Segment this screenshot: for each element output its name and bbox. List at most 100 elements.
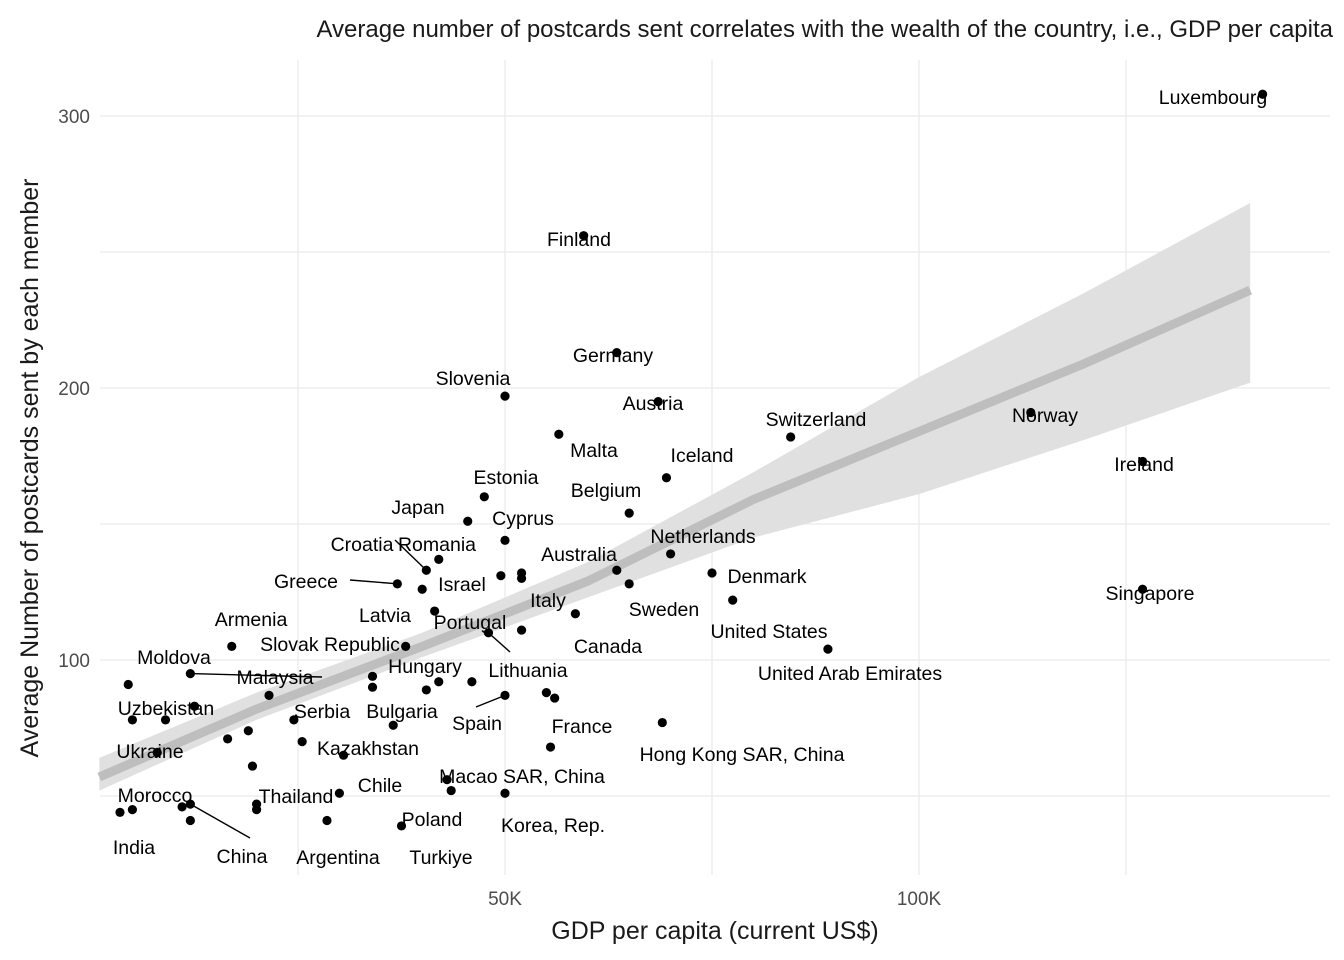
point-label: Canada (574, 636, 642, 658)
leader-line (394, 539, 427, 571)
data-point (127, 715, 137, 725)
point-label: Argentina (296, 847, 380, 869)
point-label: India (113, 837, 155, 859)
data-point (496, 571, 506, 581)
leader-line (190, 803, 251, 839)
y-axis-title: Average Number of postcards sent by each… (16, 179, 44, 758)
data-point (417, 584, 427, 594)
point-label: Thailand (259, 786, 334, 808)
point-label: Malta (570, 440, 618, 462)
point-label: Croatia (331, 534, 394, 556)
data-point (421, 685, 431, 695)
data-point (189, 701, 200, 711)
data-point (554, 429, 564, 439)
chart-title: Average number of postcards sent correla… (316, 16, 1333, 43)
data-point (707, 568, 717, 578)
point-label: Poland (402, 809, 463, 831)
data-point (247, 761, 258, 771)
point-label: Netherlands (650, 526, 755, 548)
data-point (442, 775, 452, 785)
point-label: Kazakhstan (317, 738, 419, 760)
data-point (516, 625, 527, 635)
point-label: Italy (530, 590, 566, 612)
point-label: Macao SAR, China (439, 766, 605, 788)
data-point (434, 554, 444, 564)
data-point (624, 508, 634, 518)
point-label: United States (710, 621, 827, 643)
data-point (185, 815, 195, 826)
point-label: Finland (547, 229, 611, 251)
point-label: Austria (623, 393, 684, 415)
leader-line (487, 632, 511, 653)
point-label: Armenia (215, 609, 288, 631)
point-label: Greece (274, 571, 338, 593)
point-label: Switzerland (766, 409, 867, 431)
data-point (334, 788, 344, 798)
data-point (541, 688, 552, 698)
data-point (786, 432, 796, 442)
data-points (115, 89, 1268, 831)
data-point (177, 802, 187, 812)
point-label: Korea, Rep. (501, 815, 605, 837)
data-point (1137, 456, 1148, 467)
data-point (467, 677, 477, 687)
point-label: Chile (358, 775, 402, 797)
data-point (388, 720, 398, 730)
data-point (1137, 584, 1148, 594)
point-label: Denmark (727, 566, 806, 588)
y-tick-label: 200 (58, 379, 90, 400)
data-point (666, 549, 676, 559)
point-label: Luxembourg (1159, 87, 1267, 109)
data-point (479, 492, 489, 502)
data-point (550, 693, 560, 703)
data-point (243, 726, 253, 736)
data-point (500, 391, 510, 401)
point-label: France (552, 716, 613, 738)
point-label: Serbia (294, 701, 351, 723)
point-label: China (217, 846, 268, 868)
data-point (434, 677, 444, 687)
leader-line (190, 672, 323, 678)
data-point (185, 669, 195, 679)
data-point (570, 609, 580, 619)
data-point (661, 473, 672, 483)
data-point (338, 750, 349, 760)
point-label: Israel (438, 574, 486, 596)
data-point (396, 821, 407, 831)
data-point (367, 682, 378, 692)
data-point (653, 397, 663, 407)
point-label: Japan (391, 497, 444, 519)
point-label: Ukraine (116, 741, 183, 763)
data-point (612, 565, 622, 575)
point-label: Cyprus (492, 508, 554, 530)
point-label: Hungary (388, 656, 462, 678)
point-label: Slovak Republic (260, 634, 400, 656)
trend-line-layer (97, 285, 1253, 782)
data-point (1258, 89, 1268, 99)
data-point (152, 747, 162, 758)
point-label: Bulgaria (366, 701, 438, 723)
data-point (123, 679, 133, 690)
point-label: United Arab Emirates (758, 663, 943, 685)
data-point (160, 715, 171, 725)
x-axis-title: GDP per capita (current US$) (551, 917, 878, 945)
axis-ticks: 50K 100K 100 200 300 (58, 107, 941, 910)
data-point (579, 231, 589, 241)
data-point (115, 807, 125, 817)
data-point (297, 737, 307, 747)
point-label: Uzbekistan (118, 698, 214, 720)
data-point (289, 715, 299, 725)
leader-line (475, 694, 506, 708)
data-point (545, 742, 556, 752)
point-label: Latvia (359, 605, 411, 627)
point-label: Iceland (671, 445, 734, 467)
y-tick-label: 300 (58, 107, 90, 128)
point-label: Germany (573, 345, 653, 367)
point-label: Morocco (118, 785, 193, 807)
trend-line (97, 285, 1253, 782)
point-label: Singapore (1106, 583, 1195, 605)
data-point (500, 535, 510, 545)
data-point (367, 671, 378, 681)
data-point (823, 644, 833, 654)
